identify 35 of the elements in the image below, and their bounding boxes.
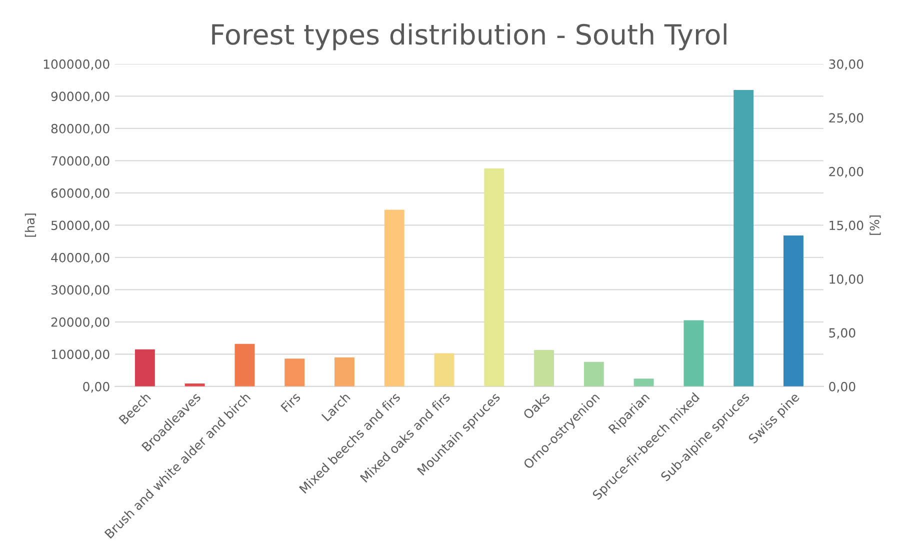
y2-axis-title: [%] (870, 215, 881, 235)
bar (434, 353, 454, 386)
y2-tick-label: 10,00 (830, 274, 864, 286)
y2-tick-label: 20,00 (829, 166, 864, 178)
y-tick-label: 0,00 (83, 382, 110, 393)
bar (734, 90, 754, 386)
chart-title: Forest types distribution - South Tyrol (212, 23, 726, 50)
bar (684, 320, 704, 386)
bar (334, 357, 354, 386)
bar (584, 362, 604, 386)
y-tick-label: 40000,00 (51, 252, 110, 264)
y2-tick-label: 5,00 (829, 328, 856, 339)
y-tick-label: 60000,00 (51, 188, 110, 200)
bar (234, 344, 255, 386)
bar (384, 210, 404, 386)
y-tick-label: 10000,00 (52, 350, 110, 360)
bar (484, 168, 504, 386)
bar (634, 378, 654, 386)
y2-tick-label: 15,00 (830, 220, 864, 232)
bar (134, 349, 155, 386)
bar (534, 350, 554, 386)
y-tick-label: 70000,00 (52, 156, 110, 167)
y2-tick-label: 0,00 (829, 382, 856, 393)
x-tick-label: Firs (280, 392, 302, 412)
y-tick-label: 90000,00 (51, 92, 110, 102)
bar (783, 236, 804, 386)
y-tick-label: 20000,00 (51, 317, 110, 328)
y-tick-label: 80000,00 (51, 124, 110, 135)
y2-tick-label: 30,00 (829, 59, 864, 70)
y2-tick-label: 25,00 (829, 113, 864, 124)
y-tick-label: 50000,00 (51, 220, 110, 232)
y-tick-label: 100000,00 (44, 59, 110, 70)
y-axis-title: [ha] (24, 214, 36, 237)
bar (284, 358, 305, 386)
y-tick-label: 30000,00 (51, 285, 110, 296)
